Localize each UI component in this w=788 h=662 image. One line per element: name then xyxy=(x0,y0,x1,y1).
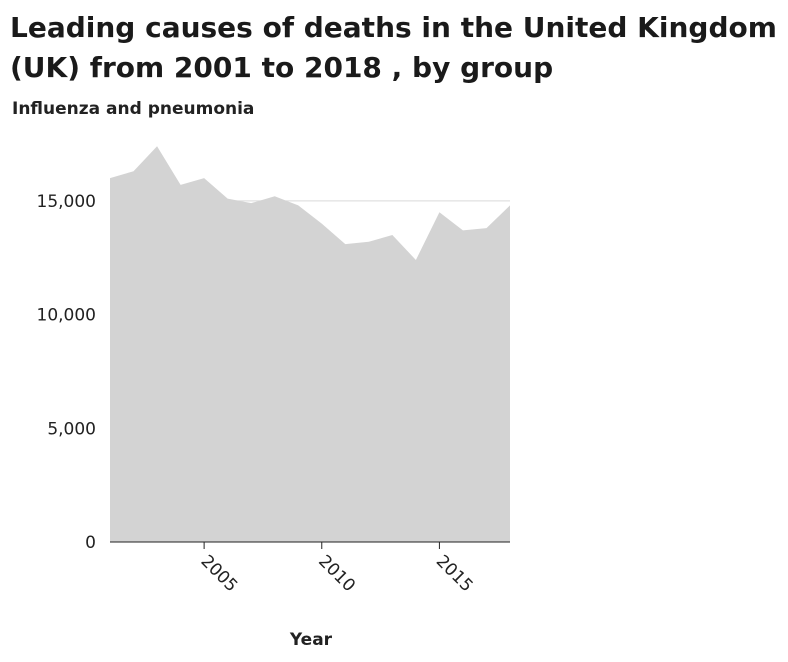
x-tick-label: 2005 xyxy=(197,551,242,596)
y-tick-label: 15,000 xyxy=(37,192,96,212)
x-tick-label: 2015 xyxy=(432,551,477,596)
y-tick-label: 5,000 xyxy=(47,419,96,439)
x-axis-label: Year xyxy=(289,630,333,650)
chart-title: Leading causes of deaths in the United K… xyxy=(10,11,777,84)
y-axis-label: Influenza and pneumonia xyxy=(12,99,254,119)
y-tick-label: 10,000 xyxy=(37,306,96,326)
area-series xyxy=(109,146,511,542)
y-tick-label: 0 xyxy=(85,533,96,553)
area-fill xyxy=(110,146,510,542)
x-tick-label: 2010 xyxy=(314,551,359,596)
